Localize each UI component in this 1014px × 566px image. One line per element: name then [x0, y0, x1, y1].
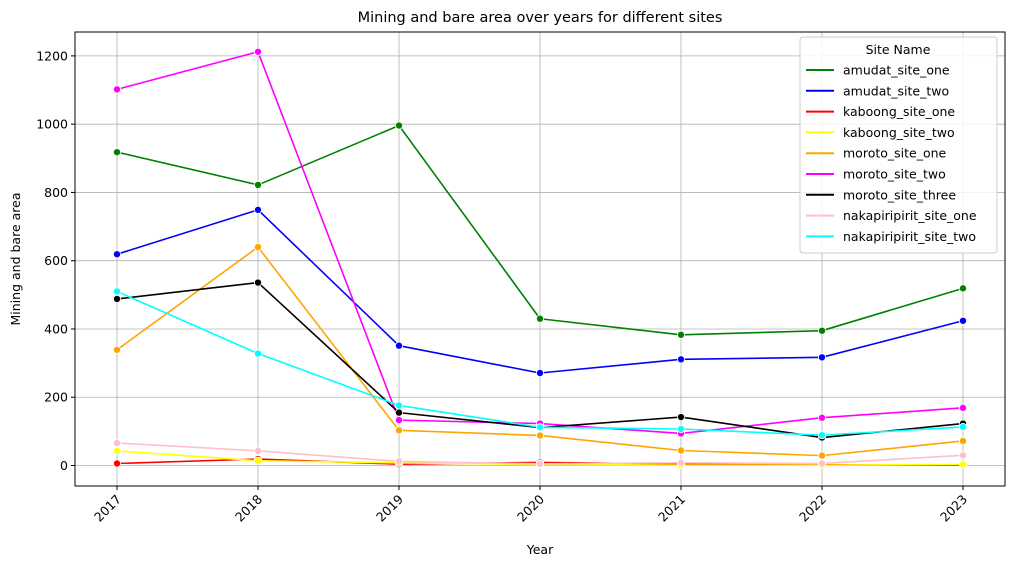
data-point [959, 436, 968, 445]
data-point [253, 243, 262, 252]
data-point [959, 460, 968, 469]
x-tick-label: 2019 [373, 491, 406, 524]
data-point [677, 355, 686, 364]
legend-item: nakapiripirit_site_two [806, 229, 976, 244]
data-point [394, 341, 403, 350]
series-group [113, 47, 968, 470]
x-tick-label: 2022 [796, 492, 829, 525]
data-point [536, 431, 545, 440]
data-point [818, 353, 827, 362]
data-point [959, 316, 968, 325]
x-tick-label: 2020 [514, 491, 547, 524]
data-point [818, 326, 827, 335]
legend-item: moroto_site_three [806, 187, 956, 202]
data-point [677, 424, 686, 433]
y-tick-label: 600 [44, 253, 68, 268]
data-point [253, 278, 262, 287]
data-point [253, 180, 262, 189]
data-point [394, 457, 403, 466]
data-point [394, 121, 403, 130]
x-tick-label: 2021 [655, 492, 688, 525]
data-point [818, 451, 827, 460]
data-point [677, 330, 686, 339]
data-point [253, 446, 262, 455]
legend-label: moroto_site_one [843, 146, 947, 161]
data-point [113, 459, 122, 468]
legend-item: moroto_site_one [806, 146, 947, 161]
series-nakapiripirit-site-one [113, 438, 968, 468]
data-point [113, 438, 122, 447]
data-point [113, 250, 122, 259]
chart-title: Mining and bare area over years for diff… [358, 10, 723, 26]
legend-title: Site Name [866, 42, 931, 57]
legend-item: kaboong_site_two [806, 125, 955, 140]
legend-items: amudat_site_one amudat_site_two kaboong_si… [806, 63, 977, 244]
legend-label: amudat_site_two [843, 83, 949, 98]
data-point [818, 413, 827, 422]
series-moroto-site-one [113, 243, 968, 460]
data-point [818, 459, 827, 468]
legend-label: kaboong_site_one [843, 104, 955, 119]
y-tick-label: 800 [44, 185, 68, 200]
legend-label: moroto_site_two [843, 167, 946, 182]
data-point [253, 456, 262, 465]
legend-item: nakapiripirit_site_one [806, 208, 977, 223]
legend-label: kaboong_site_two [843, 125, 955, 140]
legend-label: nakapiripirit_site_one [843, 208, 977, 223]
legend-item: amudat_site_one [806, 63, 950, 78]
x-axis: 2017 2018 2019 2020 2021 2022 2023 [91, 486, 970, 525]
data-point [959, 451, 968, 460]
data-point [394, 426, 403, 435]
x-tick-label: 2018 [232, 491, 265, 524]
data-point [536, 423, 545, 432]
y-tick-label: 400 [44, 321, 68, 336]
data-point [536, 314, 545, 323]
y-axis-label: Mining and bare area [8, 193, 23, 326]
data-point [959, 403, 968, 412]
y-axis: 0 200 400 600 800 1000 1200 [36, 48, 75, 473]
legend-label: moroto_site_three [843, 187, 956, 202]
legend-label: amudat_site_one [843, 63, 950, 78]
legend-label: nakapiripirit_site_two [843, 229, 976, 244]
data-point [394, 401, 403, 410]
y-tick-label: 0 [60, 458, 68, 473]
data-point [677, 446, 686, 455]
y-tick-label: 1200 [36, 48, 68, 63]
data-point [677, 458, 686, 467]
series-amudat-site-one [113, 121, 968, 339]
legend-item: kaboong_site_one [806, 104, 955, 119]
data-point [113, 287, 122, 296]
series-nakapiripirit-site-two [113, 287, 968, 440]
y-tick-label: 200 [44, 390, 68, 405]
legend-item: moroto_site_two [806, 167, 946, 182]
data-point [536, 369, 545, 378]
data-point [677, 413, 686, 422]
data-point [113, 148, 122, 157]
x-tick-label: 2023 [937, 492, 970, 525]
data-point [394, 408, 403, 417]
data-point [253, 205, 262, 214]
data-point [253, 349, 262, 358]
data-point [959, 422, 968, 431]
legend: Site Name amudat_site_one amudat_site_two… [799, 36, 998, 254]
data-point [113, 345, 122, 354]
x-axis-label: Year [526, 542, 554, 557]
legend-box [799, 36, 998, 254]
x-tick-label: 2017 [91, 492, 124, 525]
data-point [394, 416, 403, 425]
data-point [959, 284, 968, 293]
y-tick-label: 1000 [36, 117, 68, 132]
series-amudat-site-two [113, 205, 968, 378]
data-point [113, 446, 122, 455]
data-point [253, 47, 262, 56]
data-point [536, 459, 545, 468]
legend-item: amudat_site_two [806, 83, 949, 98]
data-point [113, 294, 122, 303]
data-point [113, 85, 122, 94]
data-point [818, 431, 827, 440]
